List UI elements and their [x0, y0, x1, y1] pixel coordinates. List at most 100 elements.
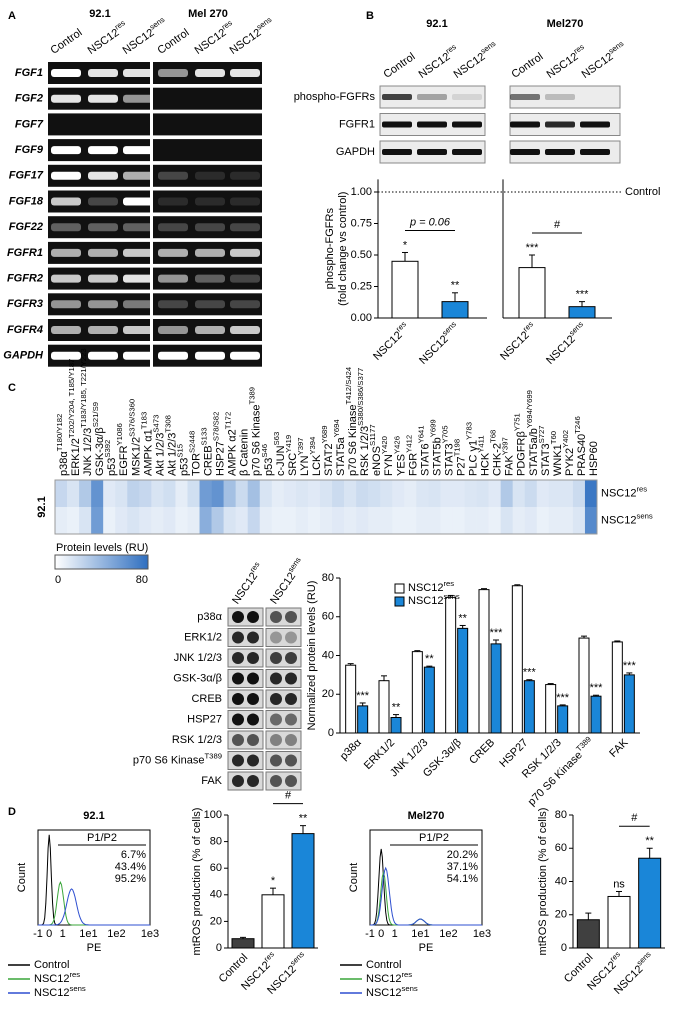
heatmap-column-label-sup: S1177: [368, 424, 377, 446]
dot-row-label: RSK 1/2/3: [172, 734, 222, 746]
heatmap-column-label: LCKY394: [307, 436, 322, 476]
heatmap-column-label-text: PRAS40: [576, 434, 588, 476]
gel-band: [88, 171, 118, 180]
legend-label-sup: sens: [401, 984, 417, 993]
heatmap-column-label-text: CREB: [202, 445, 214, 476]
dot-row-label: JNK 1/2/3: [174, 652, 222, 664]
heatmap-column-label-text: STAT3: [443, 443, 455, 476]
colorbar-tick: 0: [55, 574, 61, 586]
gel-band: [230, 171, 260, 180]
x-tick-label-sup: sens: [634, 949, 652, 967]
heatmap-column-label-text: HSP27: [215, 441, 227, 476]
gel-band: [123, 94, 153, 103]
x-tick-label: NSC12sens: [415, 319, 463, 367]
heatmap-column-label-sup: T412/S424: [344, 366, 353, 404]
heatmap-column-label-sup: Y694: [332, 419, 341, 438]
bar: [607, 895, 631, 949]
heatmap-column-label-text: EGFR: [118, 445, 130, 476]
y-tick-label: 80: [210, 836, 222, 848]
dot-row-label: CREB: [191, 693, 222, 705]
x-tick-label-sup: sens: [288, 949, 306, 967]
heatmap-column-label: p70 S6 KinaseT389: [247, 387, 262, 476]
dot-blot: [265, 628, 302, 647]
legend-label-sup: res: [401, 970, 412, 979]
dot-column-label: NSC12res: [227, 560, 266, 607]
gate-percentage: 6.7%: [121, 849, 146, 861]
heatmap-column-label-sup: S473: [151, 415, 160, 433]
heatmap-column-label: PYK2Y402: [560, 430, 575, 476]
heatmap-column-label-sup: S380/S386/S377: [356, 368, 365, 426]
heatmap-column-label: PRAS40T246: [572, 416, 587, 476]
heatmap-cell: [524, 507, 538, 534]
dot: [270, 734, 282, 746]
dot-row-label: GSK-3α/β: [173, 672, 222, 684]
heatmap-column-label-text: STAT3: [540, 443, 552, 476]
heatmap-column-label: CHK-2T68: [488, 430, 503, 476]
x-tick-label-text: NSC12: [417, 333, 451, 367]
blot-band: [382, 149, 412, 155]
gel-band: [230, 351, 260, 360]
heatmap-cell: [319, 507, 333, 534]
heatmap-cell: [175, 480, 188, 507]
gene-label: FGFR1: [7, 247, 43, 259]
heatmap-column-label: p53S392: [103, 440, 118, 476]
heatmap-column-label-sup: T183/Y185, T221/Y223: [79, 348, 88, 427]
x-tick-label-sup: sens: [567, 319, 585, 337]
x-tick-label: 1e2: [107, 928, 125, 940]
heatmap-column-label-text: ERK1/2: [70, 438, 82, 476]
gel-band: [51, 300, 81, 309]
gel-band: [195, 274, 225, 283]
lane-label-text: NSC12: [545, 51, 581, 81]
heatmap-cell: [512, 480, 526, 507]
heatmap-column-label-text: RSK 1/2/3: [359, 426, 371, 476]
colorbar: [54, 554, 149, 570]
heatmap-cell: [428, 507, 441, 534]
heatmap-cell: [247, 480, 261, 507]
legend-label-text: NSC12: [366, 973, 401, 985]
dot: [232, 631, 244, 644]
heatmap-column-label: HCKY411: [476, 435, 491, 476]
gel-band: [195, 351, 225, 360]
heatmap-cell: [416, 507, 429, 534]
heatmap-cell: [67, 507, 80, 534]
dot: [232, 652, 244, 664]
gel: [153, 164, 262, 187]
heatmap-column-label: STAT2Y689: [320, 425, 335, 476]
lane-label-sup: sens: [148, 14, 167, 31]
gel-band: [158, 351, 188, 360]
heatmap-cell: [175, 507, 188, 534]
heatmap-column-label-text: GSK-3α/β: [94, 427, 106, 476]
gel-band: [123, 326, 153, 334]
heatmap-column-label-sup: Y694/Y699: [524, 390, 533, 428]
gel-band: [158, 248, 188, 257]
heatmap-cell: [103, 480, 116, 507]
legend-label: NSC12res: [408, 579, 454, 594]
lane-label: Control: [382, 51, 418, 81]
heatmap-column-label-sup: T389: [247, 387, 256, 405]
heatmap-column-label: RSK 1/2/3S380/S386/S377: [356, 368, 371, 476]
flow-title: 92.1: [83, 810, 104, 822]
heatmap-cell: [404, 507, 417, 534]
gel-band: [230, 197, 260, 206]
gate-label: P1/P2: [419, 832, 449, 844]
heatmap-column-label-text: P27: [455, 456, 467, 476]
y-tick-label: 0.25: [351, 280, 372, 292]
gate-percentage: 54.1%: [447, 873, 478, 885]
gel: [153, 190, 262, 213]
heatmap-column-label: STAT5aY694: [332, 419, 347, 476]
heatmap-cell: [319, 480, 333, 507]
gene-label: FGF7: [15, 118, 44, 130]
gate-percentage: 95.2%: [115, 873, 146, 885]
significance-label: **: [392, 702, 401, 714]
dot: [247, 672, 259, 685]
heatmap-cell: [548, 480, 562, 507]
gene-label: FGF9: [15, 144, 44, 156]
gel-band: [123, 300, 153, 309]
gel-band: [51, 146, 81, 155]
dot: [285, 693, 297, 705]
y-tick-label: 20: [210, 915, 222, 927]
flow-histogram: [38, 888, 150, 926]
legend-label-text: NSC12: [366, 987, 401, 999]
heatmap-column-label-text: STAT5b: [431, 437, 443, 476]
